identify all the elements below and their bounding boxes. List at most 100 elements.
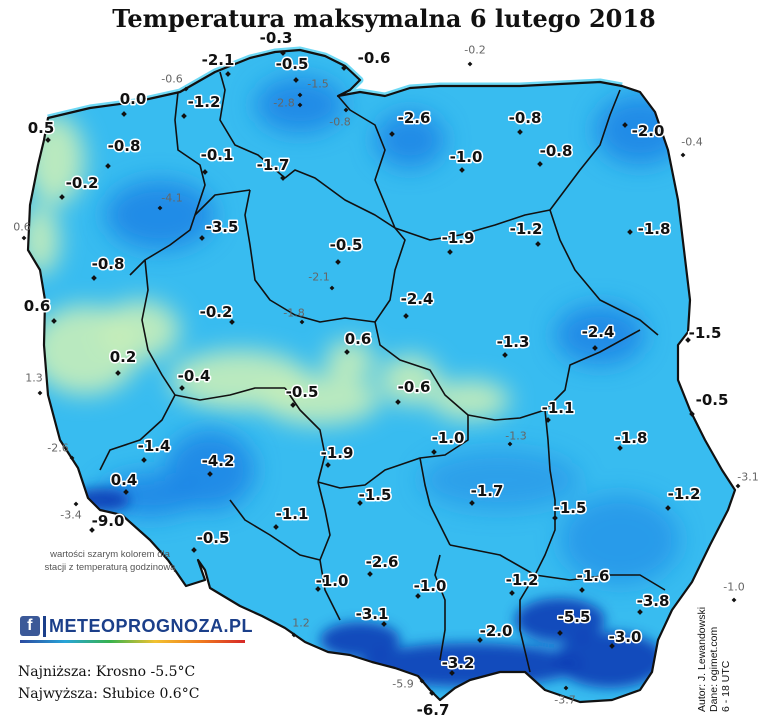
logo-text: METEOPROGNOZA.PL <box>43 615 253 637</box>
voivodeship-border <box>284 169 396 229</box>
voivodeship-border <box>317 481 341 621</box>
warm-shade <box>325 340 375 380</box>
station-marker <box>731 597 737 603</box>
station-value-label: -3.0 <box>609 628 642 646</box>
station-marker <box>335 259 341 265</box>
station-value-label: 0.2 <box>110 348 137 366</box>
logo-color-bar <box>20 640 245 643</box>
voivodeship-border <box>317 415 469 489</box>
voivodeship-border <box>534 409 556 576</box>
station-value-label: -0.8 <box>509 109 542 127</box>
station-marker <box>89 527 95 533</box>
station-hourly-value-label: -2.8 <box>273 97 294 110</box>
station-value-label: -0.8 <box>108 137 141 155</box>
station-value-label: -2.6 <box>366 553 399 571</box>
station-value-label: -0.2 <box>66 174 99 192</box>
warm-shade <box>260 375 380 425</box>
meteoprognoza-logo[interactable]: f METEOPROGNOZA.PL <box>20 614 253 638</box>
station-value-label: -0.5 <box>330 236 363 254</box>
station-value-label: -6.7 <box>417 701 450 719</box>
station-labels: -0.3-0.2-2.1 -0.5 -0.6-0.6 -1.50.0 -1.2 -2.8-… <box>13 28 758 721</box>
station-hourly-value-label: -1.8 <box>283 307 304 320</box>
station-marker <box>469 500 475 506</box>
station-marker <box>689 411 695 417</box>
cool-shade <box>105 180 215 250</box>
station-marker <box>181 113 187 119</box>
station-value-label: -1.2 <box>668 485 701 503</box>
station-marker <box>141 457 147 463</box>
station-marker <box>415 593 421 599</box>
station-hourly-value-label: -5.9 <box>392 678 413 691</box>
station-marker <box>537 161 543 167</box>
voivodeship-border <box>337 95 396 229</box>
station-marker <box>343 107 349 113</box>
station-value-label: -1.0 <box>414 577 447 595</box>
station-hourly-value-label: -0.4 <box>681 136 702 149</box>
station-marker <box>329 285 335 291</box>
station-value-label: -1.5 <box>689 324 722 342</box>
credit-block: Autor: J. Lewandowski Dane: ogimet.com 6… <box>696 607 732 712</box>
map-title: Temperatura maksymalna 6 lutego 2018 <box>112 4 656 33</box>
station-marker <box>563 685 569 691</box>
lowest-temperature: Najniższa: Krosno -5.5°C <box>18 664 196 680</box>
station-value-label: -0.2 <box>200 303 233 321</box>
voivodeship-border <box>229 499 321 561</box>
station-value-label: -0.5 <box>276 55 309 73</box>
voivodeship-border <box>374 227 406 323</box>
warm-shade <box>100 300 180 360</box>
station-marker <box>609 643 615 649</box>
station-marker <box>105 163 111 169</box>
station-marker <box>447 249 453 255</box>
station-marker <box>37 390 43 396</box>
station-marker <box>123 489 129 495</box>
station-marker <box>429 690 435 696</box>
voivodeship-border <box>194 189 251 216</box>
station-marker <box>467 61 473 67</box>
station-marker <box>637 609 643 615</box>
station-marker <box>389 131 395 137</box>
station-marker <box>273 524 279 530</box>
station-marker <box>617 445 623 451</box>
station-marker <box>622 122 628 128</box>
station-marker <box>449 670 455 676</box>
station-marker <box>517 129 523 135</box>
station-value-label: -1.0 <box>432 429 465 447</box>
cool-shade <box>560 495 680 585</box>
station-value-label: -1.1 <box>542 399 575 417</box>
station-marker <box>73 501 79 507</box>
station-marker <box>665 505 671 511</box>
voivodeship-border <box>284 387 326 483</box>
station-marker <box>735 483 741 489</box>
station-marker <box>627 229 633 235</box>
station-value-label: -2.6 <box>398 109 431 127</box>
station-value-label: -1.4 <box>138 437 171 455</box>
voivodeship-border <box>434 554 446 661</box>
station-value-label: -1.0 <box>316 572 349 590</box>
station-value-label: -3.1 <box>356 605 389 623</box>
station-value-label: -3.8 <box>637 592 670 610</box>
station-hourly-value-label: -3.7 <box>554 694 575 707</box>
station-hourly-value-label: -0.6 <box>161 73 182 86</box>
station-marker <box>202 169 208 175</box>
station-hourly-value-label: -3.1 <box>737 471 758 484</box>
voivodeship-borders <box>99 71 666 673</box>
station-marker <box>685 337 691 343</box>
station-hourly-value-label: -1.3 <box>505 430 526 443</box>
station-value-label: -0.6 <box>358 49 391 67</box>
station-value-label: -1.5 <box>554 499 587 517</box>
station-marker <box>477 637 483 643</box>
station-marker <box>297 102 303 108</box>
station-value-label: -1.9 <box>442 229 475 247</box>
station-value-label: -0.1 <box>201 146 234 164</box>
station-value-label: -0.5 <box>696 391 729 409</box>
voivodeship-border <box>549 89 621 211</box>
station-value-label: -2.0 <box>480 622 513 640</box>
facebook-icon[interactable]: f <box>20 616 40 636</box>
credit-period: 6 - 18 UTC <box>720 660 732 712</box>
station-marker <box>207 471 213 477</box>
station-value-label: -1.6 <box>577 567 610 585</box>
station-value-label: -1.7 <box>471 482 504 500</box>
station-marker <box>381 621 387 627</box>
station-marker <box>325 462 331 468</box>
